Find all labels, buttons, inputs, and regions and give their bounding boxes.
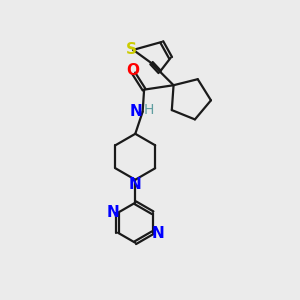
Text: S: S — [126, 42, 137, 57]
Text: O: O — [126, 63, 139, 78]
Text: N: N — [129, 177, 142, 192]
Text: H: H — [144, 103, 154, 117]
Text: N: N — [106, 205, 119, 220]
Text: N: N — [130, 104, 142, 119]
Text: N: N — [152, 226, 164, 241]
